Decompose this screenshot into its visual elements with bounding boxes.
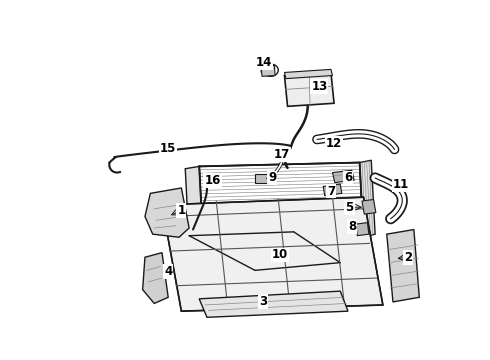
Text: 14: 14 (255, 56, 272, 69)
Text: 7: 7 (327, 185, 335, 198)
Polygon shape (255, 174, 267, 183)
Polygon shape (362, 199, 376, 214)
Text: 12: 12 (326, 137, 342, 150)
Polygon shape (199, 291, 348, 317)
Text: 17: 17 (274, 148, 290, 161)
Text: 13: 13 (311, 80, 327, 93)
Polygon shape (360, 160, 375, 237)
Text: 6: 6 (344, 171, 352, 184)
Polygon shape (261, 66, 275, 76)
Text: 4: 4 (164, 265, 172, 278)
Text: 15: 15 (160, 142, 176, 155)
Polygon shape (333, 170, 354, 183)
Polygon shape (162, 197, 383, 311)
Polygon shape (285, 72, 334, 106)
Polygon shape (387, 230, 419, 302)
Text: 5: 5 (345, 201, 354, 214)
Polygon shape (199, 163, 364, 242)
Text: 16: 16 (204, 174, 220, 187)
Polygon shape (143, 253, 168, 303)
Text: 10: 10 (271, 248, 288, 261)
Text: 8: 8 (348, 220, 356, 233)
Text: 3: 3 (259, 296, 267, 309)
Polygon shape (356, 222, 369, 236)
Polygon shape (203, 175, 211, 183)
Text: 2: 2 (404, 251, 413, 264)
Polygon shape (185, 166, 203, 245)
Polygon shape (285, 69, 333, 78)
Text: 1: 1 (177, 204, 185, 217)
Text: 11: 11 (392, 177, 409, 190)
Polygon shape (323, 184, 342, 195)
Text: 9: 9 (268, 171, 276, 184)
Polygon shape (145, 188, 189, 237)
